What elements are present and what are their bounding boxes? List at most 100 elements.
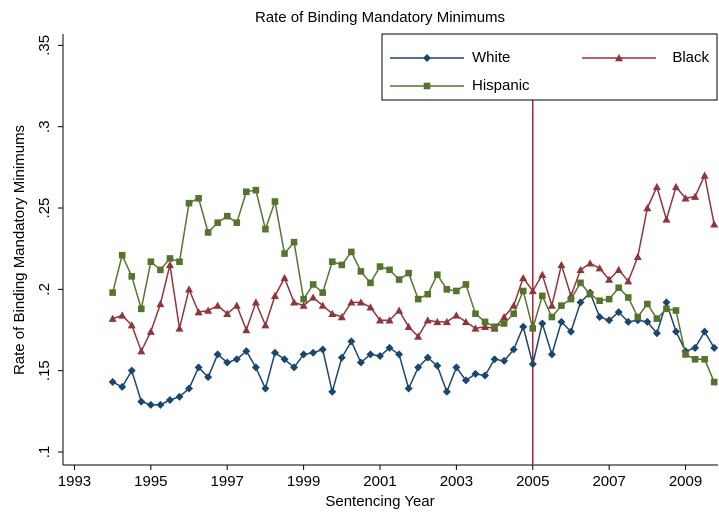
marker: [337, 353, 346, 362]
y-tick-label: .35: [36, 35, 53, 56]
marker: [118, 311, 127, 319]
marker: [214, 219, 221, 226]
marker: [243, 188, 250, 196]
marker: [615, 284, 622, 292]
marker: [614, 265, 623, 274]
marker: [710, 343, 719, 352]
marker: [624, 294, 632, 301]
marker: [404, 384, 413, 393]
marker: [605, 275, 614, 283]
marker: [710, 220, 719, 228]
marker: [500, 312, 509, 321]
marker: [318, 301, 327, 309]
marker: [176, 258, 183, 265]
x-tick-label: 2003: [440, 473, 473, 490]
marker: [547, 350, 556, 359]
marker: [461, 376, 470, 385]
marker: [195, 194, 202, 202]
marker: [366, 350, 375, 359]
marker: [691, 355, 699, 363]
marker: [127, 366, 136, 375]
marker: [146, 400, 155, 409]
x-tick-label: 2007: [592, 473, 625, 490]
marker: [309, 293, 318, 301]
marker: [700, 327, 709, 336]
marker: [710, 378, 718, 386]
marker: [251, 298, 260, 306]
marker: [529, 325, 537, 332]
marker: [261, 321, 270, 329]
marker: [566, 327, 575, 336]
marker: [528, 360, 537, 369]
marker: [375, 352, 384, 361]
marker: [700, 171, 709, 179]
x-tick-label: 2005: [516, 473, 549, 490]
marker: [366, 303, 375, 311]
marker: [423, 82, 431, 90]
marker: [175, 324, 184, 332]
marker: [375, 316, 384, 324]
marker: [194, 363, 203, 372]
marker: [519, 322, 528, 331]
marker: [242, 326, 251, 334]
legend-box: [381, 33, 718, 101]
marker: [605, 316, 614, 325]
marker: [194, 308, 203, 316]
marker: [442, 317, 451, 326]
marker: [137, 347, 146, 355]
marker: [644, 300, 651, 308]
marker: [519, 273, 528, 282]
marker: [576, 265, 585, 274]
marker: [395, 306, 404, 314]
marker: [671, 182, 680, 191]
marker: [653, 315, 661, 322]
marker: [280, 273, 289, 282]
marker: [423, 316, 432, 324]
marker: [471, 324, 480, 332]
marker: [405, 269, 412, 277]
marker: [185, 199, 193, 207]
marker: [280, 355, 289, 364]
marker: [328, 258, 336, 265]
marker: [137, 305, 145, 313]
marker: [223, 309, 232, 317]
marker: [290, 363, 299, 372]
y-axis-title: Rate of Binding Mandatory Minimums: [11, 125, 28, 375]
marker: [223, 358, 232, 367]
marker: [147, 258, 155, 265]
marker: [204, 306, 213, 314]
legend-label: Black: [672, 49, 709, 66]
marker: [328, 309, 337, 317]
marker: [557, 317, 566, 326]
marker: [204, 373, 213, 382]
marker: [547, 301, 556, 309]
marker: [108, 378, 117, 387]
legend-label: Hispanic: [472, 77, 530, 94]
marker: [386, 266, 393, 274]
marker: [433, 361, 442, 370]
marker: [691, 343, 700, 352]
marker: [509, 301, 518, 309]
marker: [558, 302, 565, 309]
y-tick-label: .3: [36, 120, 53, 133]
series-line: [112, 173, 715, 354]
chart-title: Rate of Binding Mandatory Minimums: [255, 9, 505, 26]
marker: [643, 204, 652, 212]
marker: [395, 350, 404, 359]
marker: [385, 343, 394, 352]
marker: [118, 382, 127, 391]
marker: [157, 266, 164, 274]
marker: [539, 292, 546, 300]
x-tick-label: 1997: [211, 473, 244, 490]
marker: [433, 317, 442, 326]
marker: [624, 317, 633, 326]
marker: [481, 318, 489, 326]
marker: [338, 261, 346, 269]
marker: [538, 270, 547, 278]
x-tick-label: 2001: [363, 473, 396, 490]
marker: [232, 355, 241, 364]
marker: [165, 395, 174, 404]
marker: [299, 350, 308, 359]
marker: [414, 332, 423, 340]
